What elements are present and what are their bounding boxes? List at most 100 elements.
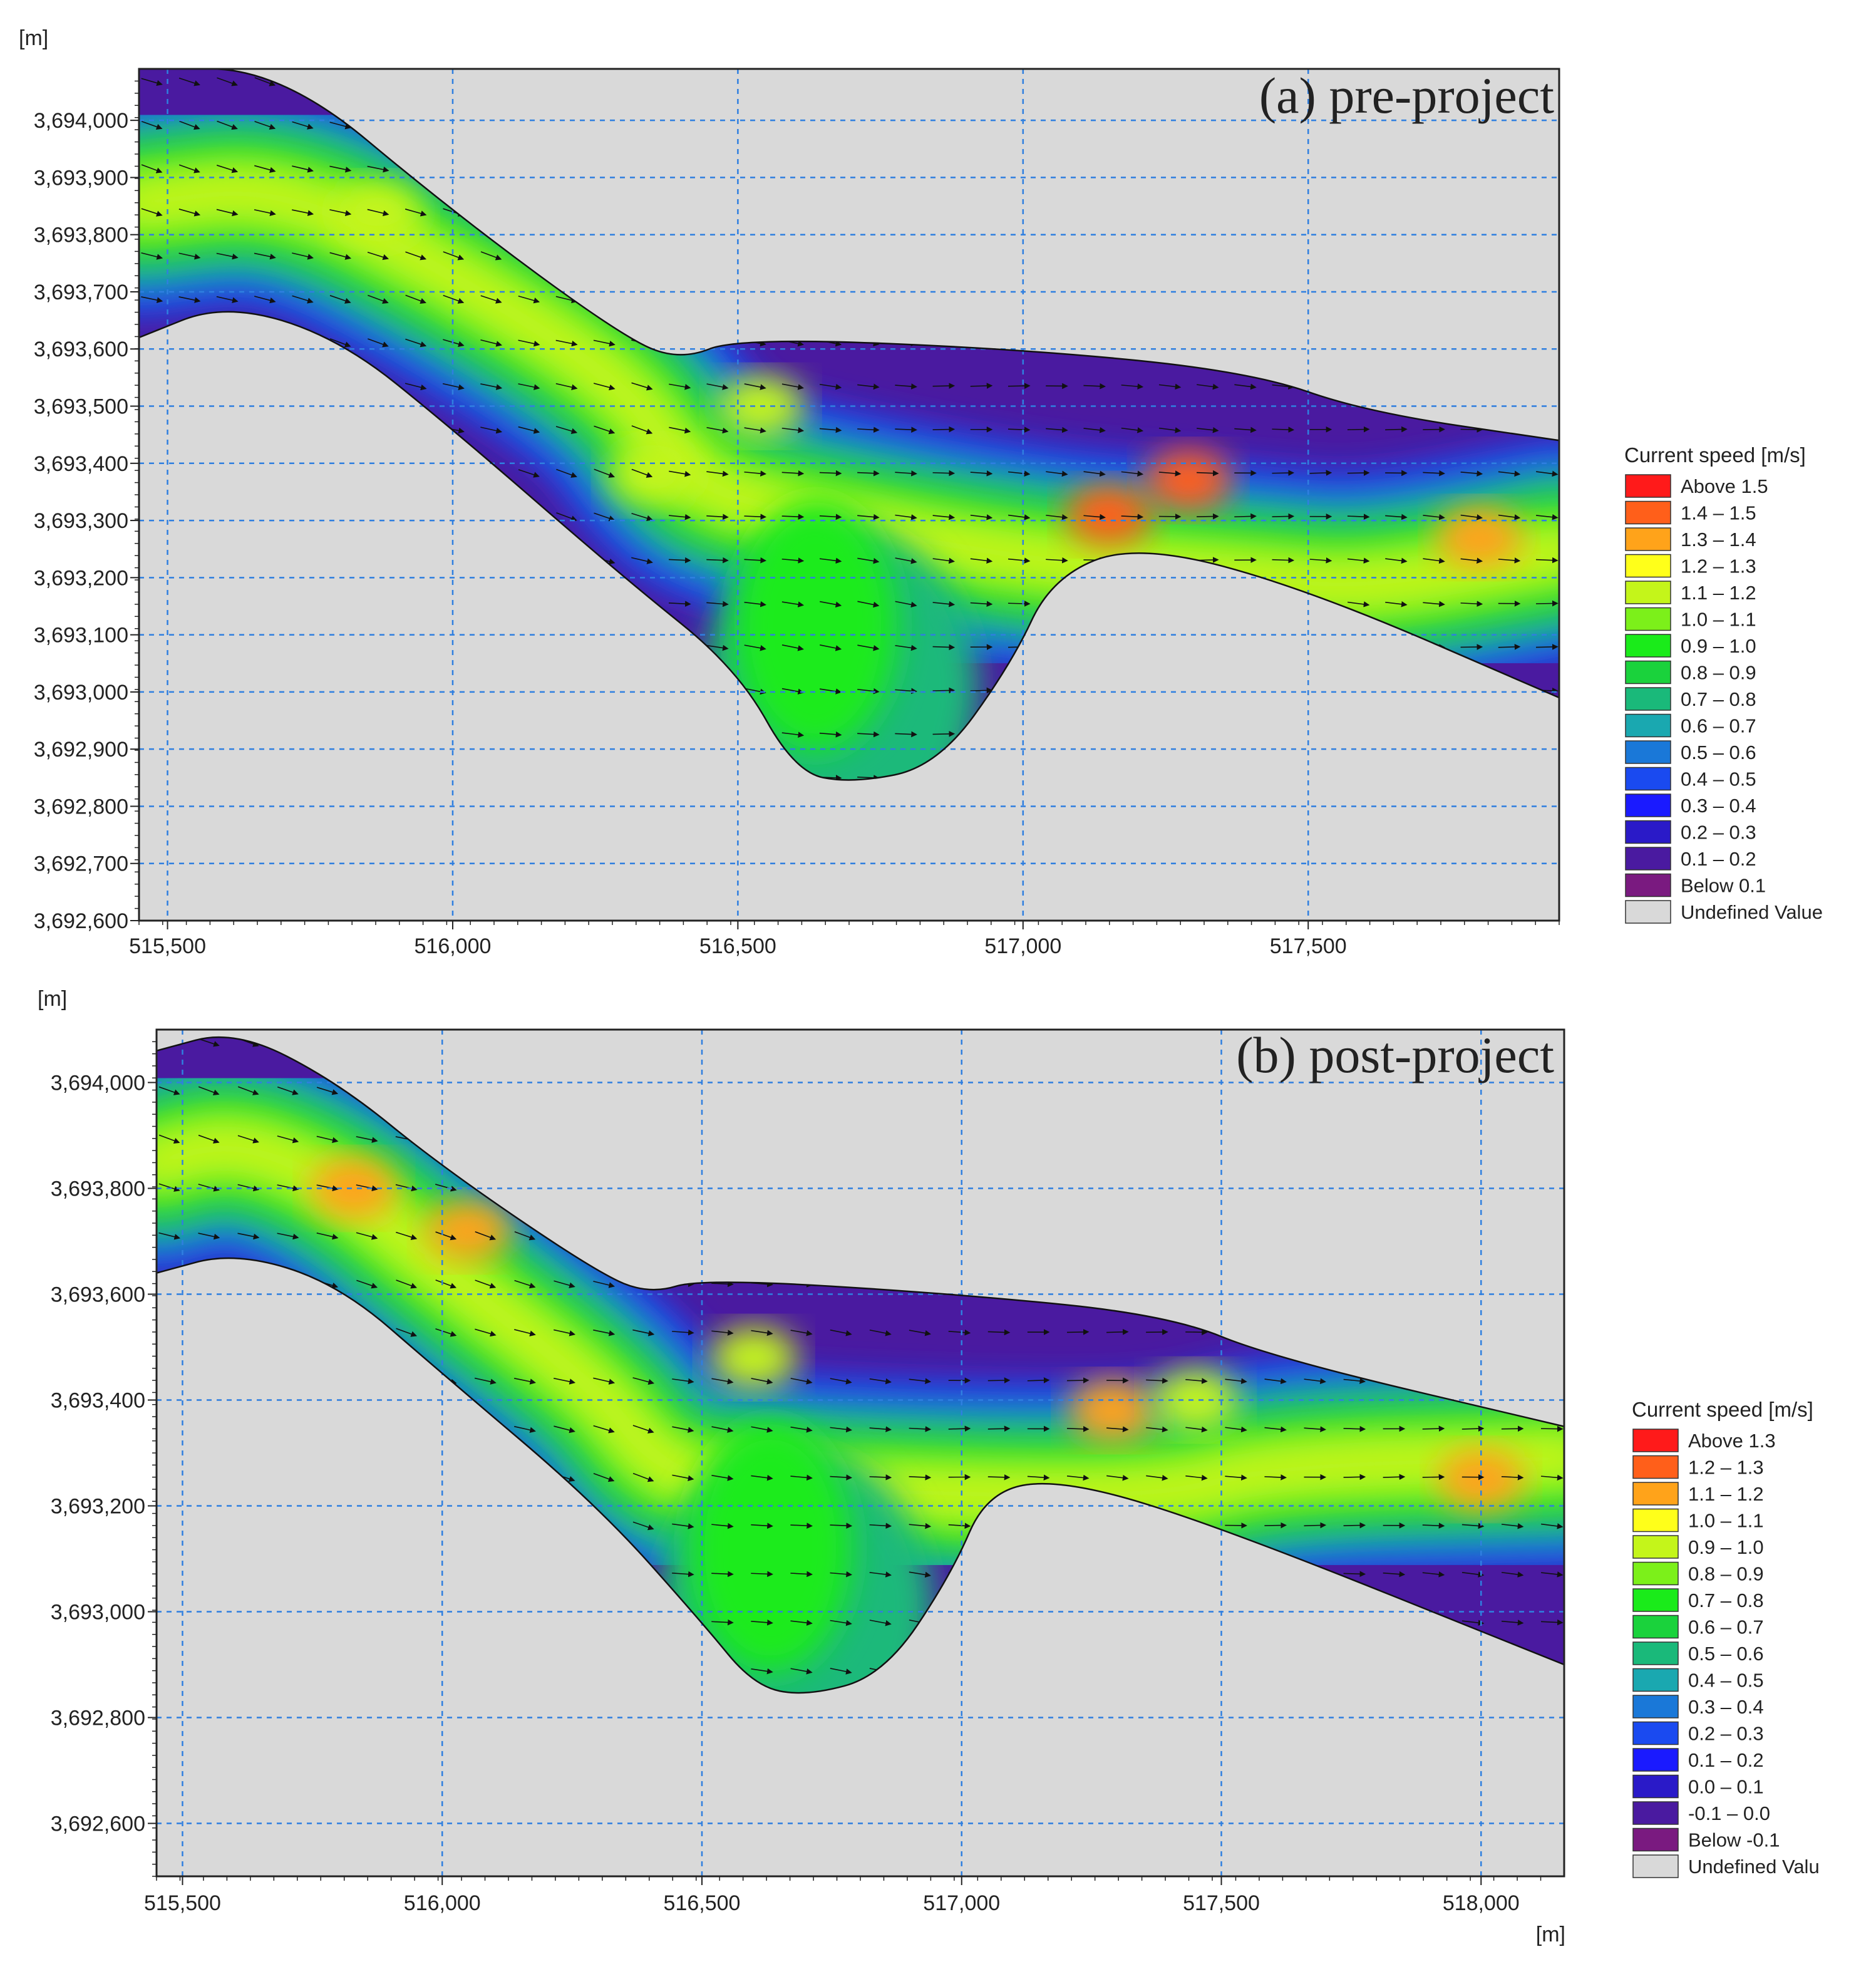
velocity-arrow: [1272, 426, 1295, 433]
legend-label: 0.2 – 0.3: [1688, 1723, 1764, 1745]
velocity-arrow: [711, 1474, 734, 1481]
legend-label: Undefined Valu: [1688, 1856, 1820, 1878]
velocity-arrow: [405, 294, 426, 304]
legend-swatch: [1625, 793, 1671, 817]
y-tick-label: 3,693,400: [34, 452, 128, 476]
velocity-arrow: [895, 731, 917, 738]
velocity-arrow: [1498, 644, 1521, 650]
velocity-arrow: [316, 1184, 339, 1192]
velocity-arrow: [1185, 1426, 1208, 1433]
legend-title: Current speed [m/s]: [1632, 1398, 1813, 1421]
velocity-arrow: [1535, 557, 1559, 564]
velocity-arrow: [857, 383, 880, 390]
velocity-arrow: [514, 1279, 536, 1289]
velocity-arrow: [1460, 601, 1483, 607]
legend-title: Current speed [m/s]: [1624, 443, 1806, 467]
velocity-arrow: [744, 427, 766, 433]
velocity-arrow: [554, 1425, 575, 1434]
velocity-arrow: [790, 1378, 813, 1385]
velocity-arrow: [1146, 1329, 1168, 1335]
velocity-arrow: [1234, 383, 1257, 390]
velocity-arrow: [1066, 1377, 1090, 1383]
legend-swatch: [1625, 820, 1671, 844]
velocity-arrow: [1535, 644, 1559, 650]
legend-swatch: [1632, 1641, 1679, 1665]
velocity-arrow: [518, 383, 540, 390]
legend-label: 0.4 – 0.5: [1688, 1670, 1764, 1692]
speed-hotspot: [709, 1326, 798, 1389]
speed-hotspot: [608, 443, 696, 507]
velocity-arrow: [706, 426, 729, 434]
x-tick-label: 516,000: [404, 1891, 481, 1915]
y-tick-label: 3,693,100: [34, 624, 128, 648]
velocity-arrow: [356, 1232, 378, 1240]
velocity-arrow: [781, 557, 805, 564]
velocity-arrow: [178, 296, 201, 303]
velocity-arrow: [178, 164, 200, 173]
velocity-arrow: [830, 1571, 852, 1578]
velocity-arrow: [1225, 1426, 1247, 1433]
velocity-arrow: [292, 165, 314, 173]
y-tick-label: 3,693,600: [34, 338, 128, 361]
velocity-arrow: [790, 1474, 813, 1481]
velocity-arrow: [751, 1571, 773, 1578]
legend-swatch: [1632, 1535, 1679, 1559]
velocity-arrow: [1347, 514, 1370, 520]
velocity-arrow: [356, 1279, 378, 1289]
channel-edge-fill: [157, 1037, 1564, 1693]
panel-a-shorelines: [138, 68, 1560, 781]
velocity-arrow: [1158, 470, 1182, 477]
velocity-arrow: [1347, 557, 1370, 564]
velocity-arrow: [1498, 514, 1521, 520]
y-tick-label: 3,693,800: [34, 224, 128, 247]
velocity-arrow: [987, 1329, 1011, 1336]
velocity-arrow: [254, 121, 276, 130]
velocity-arrow: [869, 1571, 892, 1578]
velocity-arrow: [1460, 470, 1483, 477]
velocity-arrow: [672, 1329, 694, 1336]
legend-swatch: [1632, 1561, 1679, 1586]
velocity-arrow: [443, 294, 465, 304]
velocity-arrow: [277, 1233, 299, 1240]
legend-label: 1.3 – 1.4: [1681, 529, 1756, 550]
velocity-arrow: [1158, 427, 1182, 433]
velocity-arrow: [706, 383, 729, 390]
legend-label: 0.0 – 0.1: [1688, 1776, 1764, 1798]
y-tick-label: 3,692,800: [51, 1707, 145, 1730]
velocity-arrow: [830, 1522, 853, 1529]
velocity-arrow: [555, 339, 578, 347]
legend-label: 0.1 – 0.2: [1681, 848, 1756, 870]
velocity-arrow: [1121, 383, 1144, 390]
velocity-arrow: [435, 1231, 457, 1241]
legend-label: 0.6 – 0.7: [1688, 1616, 1764, 1638]
velocity-arrow: [475, 1231, 497, 1241]
velocity-arrow: [329, 338, 351, 348]
velocity-arrow: [1197, 513, 1219, 520]
velocity-arrow: [1304, 1426, 1327, 1432]
velocity-arrow: [141, 121, 163, 130]
velocity-arrow: [141, 164, 163, 173]
velocity-arrow: [751, 1620, 773, 1626]
velocity-arrow: [368, 338, 389, 348]
velocity-arrow: [632, 1472, 654, 1482]
velocity-arrow: [751, 1378, 773, 1385]
y-tick-label: 3,693,400: [51, 1389, 145, 1413]
x-tick-label: 515,500: [144, 1891, 221, 1915]
velocity-arrow: [254, 165, 276, 173]
velocity-arrow: [367, 252, 389, 261]
velocity-arrow: [292, 209, 314, 216]
velocity-arrow: [443, 251, 465, 261]
velocity-arrow: [819, 557, 842, 564]
velocity-arrow: [781, 601, 805, 607]
velocity-arrow: [237, 1233, 260, 1240]
velocity-arrow: [254, 209, 276, 216]
velocity-arrow: [895, 426, 917, 433]
velocity-arrow: [819, 688, 842, 695]
legend-swatch: [1625, 500, 1671, 525]
x-tick-label: 516,500: [664, 1891, 741, 1915]
legend-swatch: [1632, 1854, 1679, 1878]
velocity-arrow: [711, 1330, 734, 1336]
velocity-arrow: [895, 644, 917, 651]
panel-a-y-ticks: 3,692,600 3,692,700 3,692,800 3,692,900 3,69…: [34, 80, 139, 933]
velocity-arrow: [1385, 557, 1408, 564]
